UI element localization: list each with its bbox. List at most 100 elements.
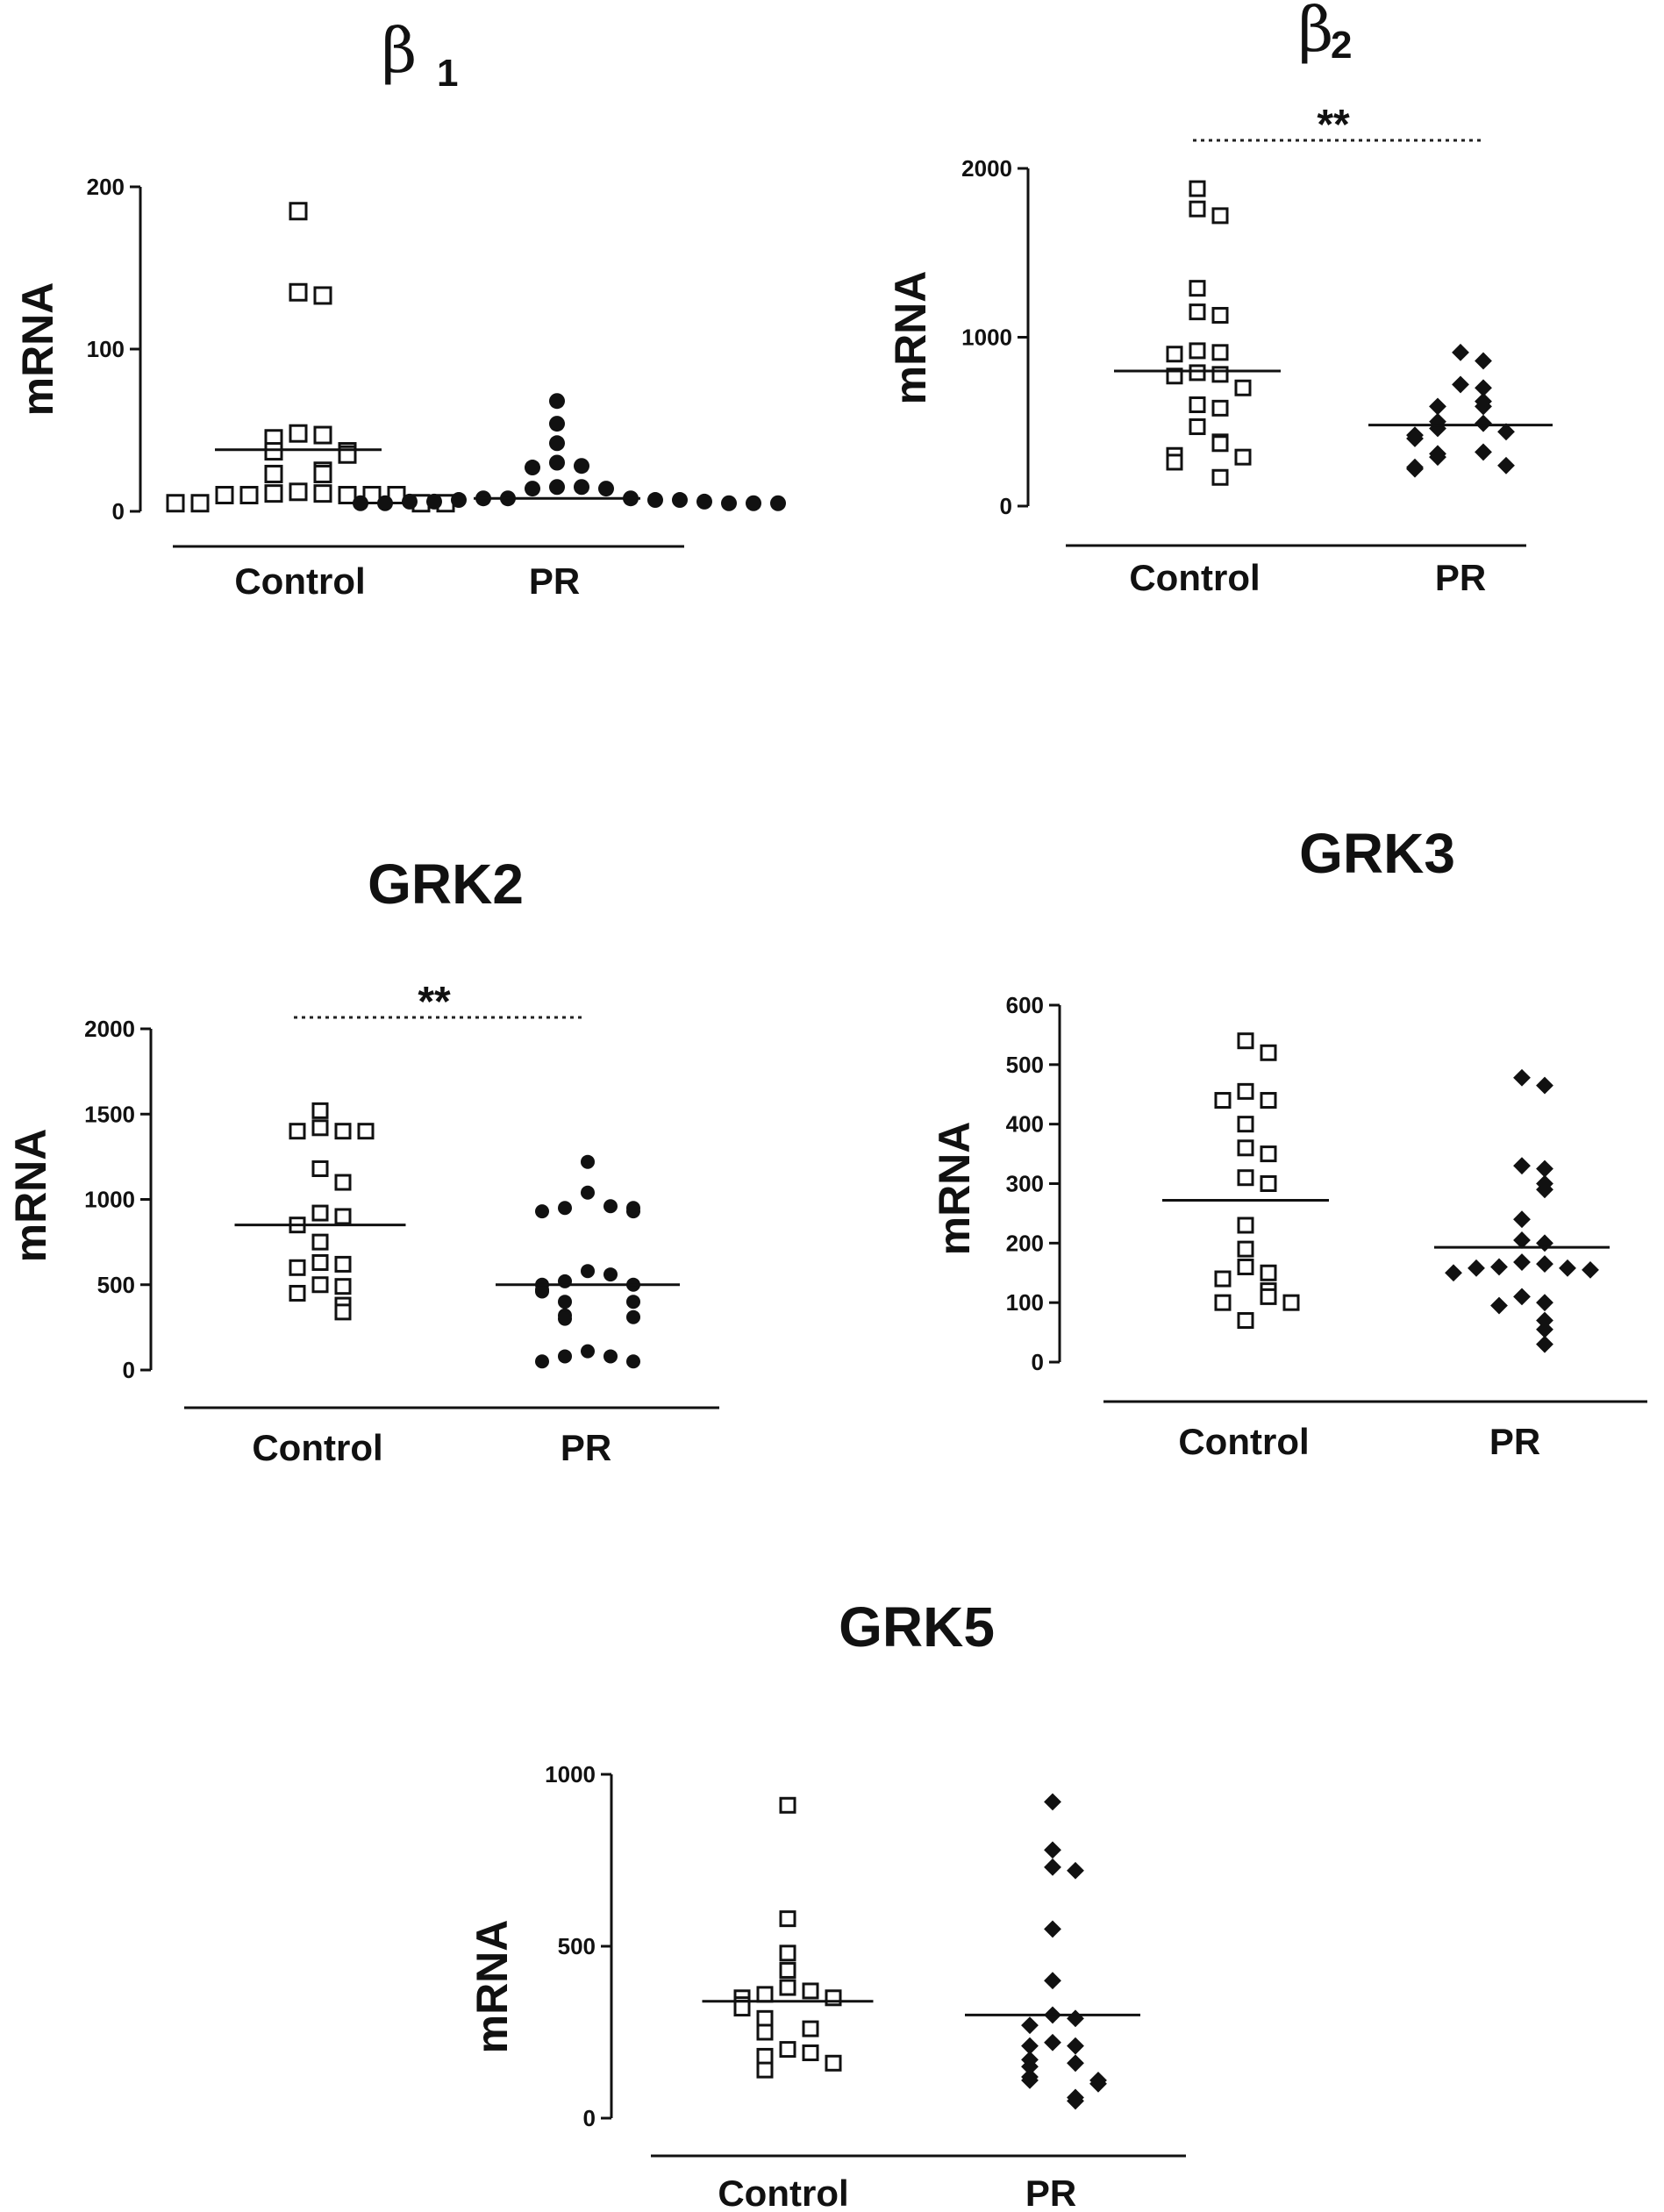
panel-beta2-point-pr xyxy=(1497,456,1515,475)
panel-grk3-point-control xyxy=(1237,1116,1254,1133)
panel-grk3-point-pr xyxy=(1536,1234,1553,1252)
panel-grk5-point-control xyxy=(733,2000,751,2017)
panel-grk3-point-control xyxy=(1282,1294,1300,1311)
panel-beta2-ylabel: mRNA xyxy=(886,271,935,405)
panel-grk5-point-control xyxy=(779,2041,796,2059)
panel-grk3-point-control xyxy=(1260,1264,1277,1281)
panel-beta2-xlabel-control: Control xyxy=(1129,557,1260,598)
panel-grk2-point-pr xyxy=(581,1185,595,1200)
panel-grk3-point-control xyxy=(1214,1092,1232,1110)
panel-grk3-point-pr xyxy=(1559,1259,1576,1277)
panel-grk5-series-pr xyxy=(965,1793,1140,2110)
panel-grk3-point-control xyxy=(1260,1175,1277,1192)
panel-grk5-point-pr xyxy=(1067,1861,1084,1880)
panel-grk5-plot: 0 500 1000 xyxy=(545,1761,1186,2158)
panel-grk2-xlabel-control: Control xyxy=(252,1427,382,1468)
panel-beta1-point-pr xyxy=(426,493,442,510)
panel-grk3-y-tick-label: 0 xyxy=(1032,1349,1044,1375)
panel-beta2-point-control xyxy=(1189,280,1206,297)
panel-grk3-point-pr xyxy=(1513,1068,1531,1087)
panel-grk2-point-pr xyxy=(558,1349,572,1364)
panel-beta2-y-tick-label: 1000 xyxy=(961,325,1012,351)
panel-grk3-point-pr xyxy=(1536,1181,1553,1199)
panel-beta2-point-control xyxy=(1189,418,1206,436)
panel-grk5-point-pr xyxy=(1067,2054,1084,2073)
panel-grk5: GRK5 mRNA 0 500 1000 Control PR xyxy=(468,1595,1186,2212)
panel-grk5-point-pr xyxy=(1021,2058,1039,2076)
panel-beta2-point-control xyxy=(1189,303,1206,321)
panel-beta1-point-control xyxy=(264,464,283,483)
panel-grk3-series-pr xyxy=(1434,1068,1610,1353)
panel-grk5-point-pr xyxy=(1021,2037,1039,2055)
panel-grk3-point-pr xyxy=(1513,1231,1531,1249)
panel-beta2-point-control xyxy=(1211,207,1229,225)
panel-grk5-point-control xyxy=(756,1986,774,2003)
panel-beta2-xlabel-pr: PR xyxy=(1435,557,1486,598)
panel-grk5-xlabel-control: Control xyxy=(718,2173,848,2212)
panel-grk3-point-pr xyxy=(1536,1160,1553,1178)
panel-grk5-point-pr xyxy=(1044,1920,1061,1938)
panel-beta1-point-control xyxy=(264,442,283,461)
panel-grk3-point-control xyxy=(1237,1139,1254,1157)
panel-beta2-point-control xyxy=(1166,346,1183,363)
panel-grk3-point-pr xyxy=(1490,1258,1508,1276)
panel-beta2-point-control xyxy=(1211,344,1229,361)
panel-grk2-point-pr xyxy=(581,1154,595,1169)
panel-grk5-title: GRK5 xyxy=(839,1595,995,1659)
panel-grk2-y-tick-label: 1500 xyxy=(84,1101,135,1127)
panel-grk3-point-control xyxy=(1237,1217,1254,1234)
panel-grk2-point-control xyxy=(311,1276,329,1294)
panel-grk2-point-control xyxy=(311,1233,329,1251)
panel-grk2-point-pr xyxy=(626,1354,640,1369)
panel-grk2-point-pr xyxy=(558,1201,572,1216)
panel-beta2-point-control xyxy=(1166,367,1183,385)
panel-grk2-point-pr xyxy=(558,1295,572,1309)
panel-grk2-point-control xyxy=(334,1255,352,1273)
panel-grk2-point-control xyxy=(289,1284,306,1302)
panel-grk3-title: GRK3 xyxy=(1299,822,1455,885)
panel-beta1-point-pr xyxy=(549,435,565,452)
panel-grk5-y-tick-label: 500 xyxy=(558,1933,596,1959)
panel-grk2-point-pr xyxy=(535,1354,549,1369)
panel-beta1-ylabel: mRNA xyxy=(13,282,62,417)
panel-beta1-point-pr xyxy=(696,493,712,510)
panel-grk3-point-control xyxy=(1214,1270,1232,1288)
panel-beta1-point-control xyxy=(338,486,357,504)
panel-grk3-point-pr xyxy=(1536,1255,1553,1273)
panel-grk5-point-pr xyxy=(1067,2092,1084,2110)
panel-grk5-point-control xyxy=(756,2009,774,2027)
panel-grk5-point-pr xyxy=(1044,1841,1061,1859)
panel-beta2-y-tick-label: 0 xyxy=(1000,493,1012,519)
panel-grk2-y-tick-label: 2000 xyxy=(84,1016,135,1042)
panel-grk2-point-control xyxy=(334,1123,352,1140)
panel-grk5-point-control xyxy=(825,2054,842,2072)
panel-grk3-point-control xyxy=(1237,1312,1254,1330)
panel-grk2-point-pr xyxy=(626,1309,640,1324)
panel-grk2-significance: ** xyxy=(418,979,451,1025)
panel-grk3-point-pr xyxy=(1468,1259,1485,1277)
panel-grk2-point-pr xyxy=(603,1199,618,1214)
panel-beta2-point-pr xyxy=(1406,460,1424,478)
panel-beta2-series-pr xyxy=(1368,343,1553,478)
panel-grk3-xlabel-pr: PR xyxy=(1489,1421,1540,1462)
panel-beta1-point-control xyxy=(289,282,308,302)
panel-beta2-point-pr xyxy=(1429,397,1446,416)
panel-grk3-point-pr xyxy=(1513,1288,1531,1306)
panel-beta2-point-control xyxy=(1234,379,1252,396)
panel-beta1-point-control xyxy=(313,464,332,483)
panel-grk5-point-control xyxy=(779,1961,796,1979)
panel-beta1-series-control xyxy=(166,202,455,513)
panel-grk3-point-pr xyxy=(1582,1260,1599,1279)
panel-grk5-point-control xyxy=(802,2044,819,2062)
panel-grk3-y-tick-label: 400 xyxy=(1006,1111,1044,1138)
panel-grk5-point-pr xyxy=(1044,1793,1061,1811)
panel-grk2-point-control xyxy=(357,1123,375,1140)
panel-beta2-point-pr xyxy=(1475,352,1492,370)
panel-grk2-series-control xyxy=(234,1102,406,1321)
panel-beta2-plot: 0 1000 2000 xyxy=(961,155,1553,547)
panel-grk5-point-control xyxy=(756,2023,774,2041)
panel-beta1-title-symbol: β xyxy=(382,15,417,87)
panel-grk5-point-control xyxy=(779,1910,796,1928)
panel-grk3-y-tick-label: 200 xyxy=(1006,1230,1044,1256)
